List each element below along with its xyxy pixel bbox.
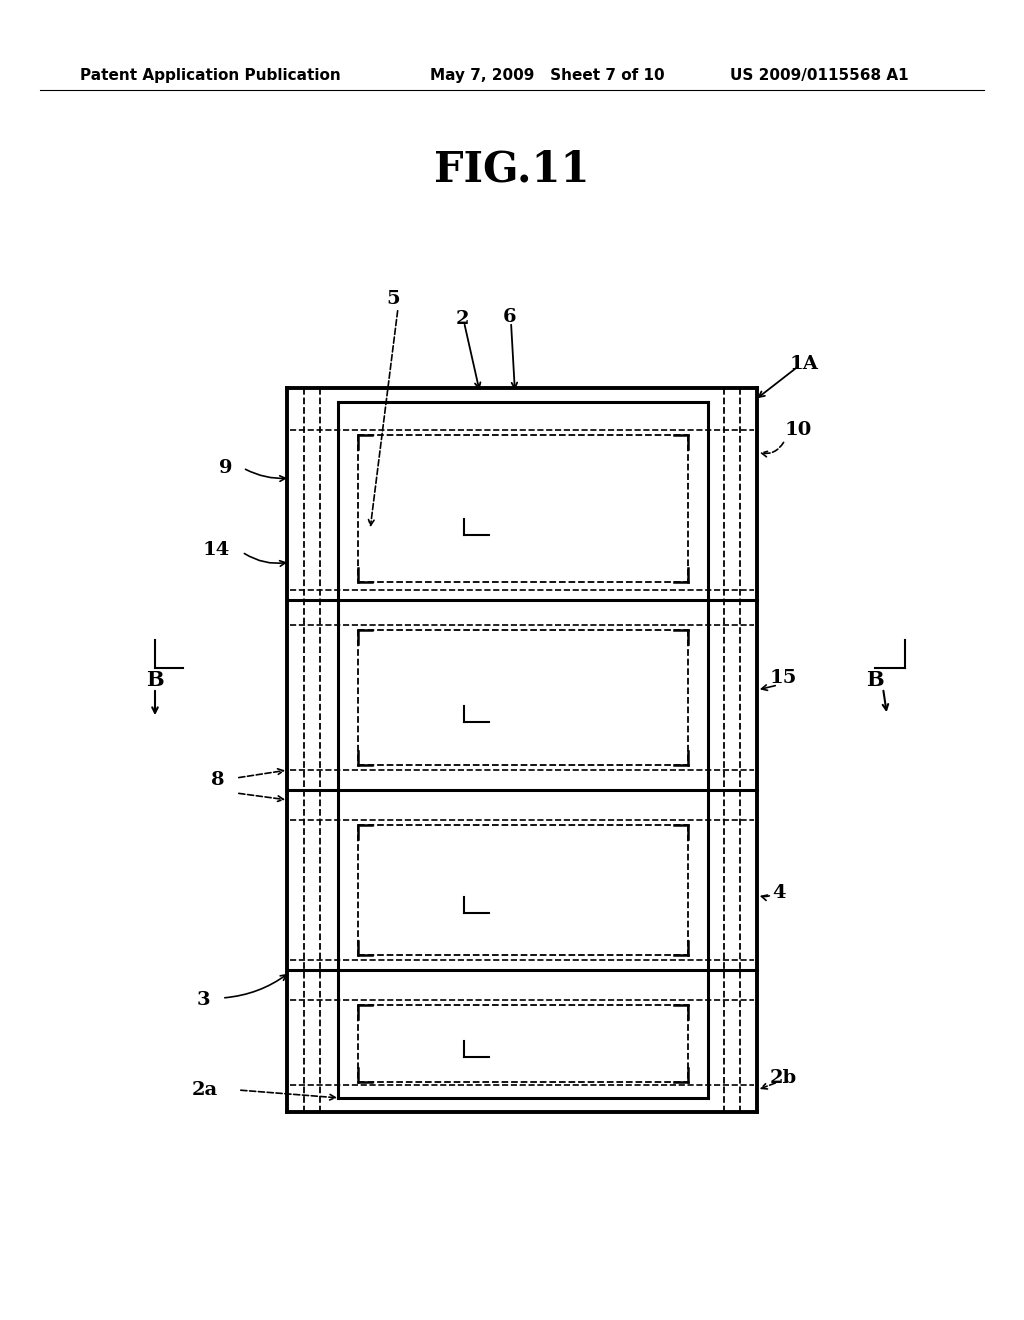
Text: FIG.11: FIG.11	[434, 148, 590, 190]
Text: 9: 9	[218, 459, 232, 477]
Text: 14: 14	[203, 541, 230, 558]
Text: 3: 3	[197, 991, 210, 1008]
Text: 2: 2	[456, 310, 469, 327]
Text: 2b: 2b	[770, 1069, 797, 1086]
Text: 1A: 1A	[790, 355, 819, 374]
Text: B: B	[866, 671, 884, 690]
Text: 8: 8	[212, 771, 225, 789]
Text: US 2009/0115568 A1: US 2009/0115568 A1	[730, 69, 908, 83]
Text: 6: 6	[503, 308, 517, 326]
Text: May 7, 2009   Sheet 7 of 10: May 7, 2009 Sheet 7 of 10	[430, 69, 665, 83]
Text: Patent Application Publication: Patent Application Publication	[80, 69, 341, 83]
Text: B: B	[146, 671, 164, 690]
Text: 15: 15	[770, 669, 798, 686]
Text: 5: 5	[386, 290, 399, 308]
Text: 2a: 2a	[191, 1081, 218, 1100]
Text: 4: 4	[772, 884, 785, 902]
Text: 10: 10	[785, 421, 812, 440]
